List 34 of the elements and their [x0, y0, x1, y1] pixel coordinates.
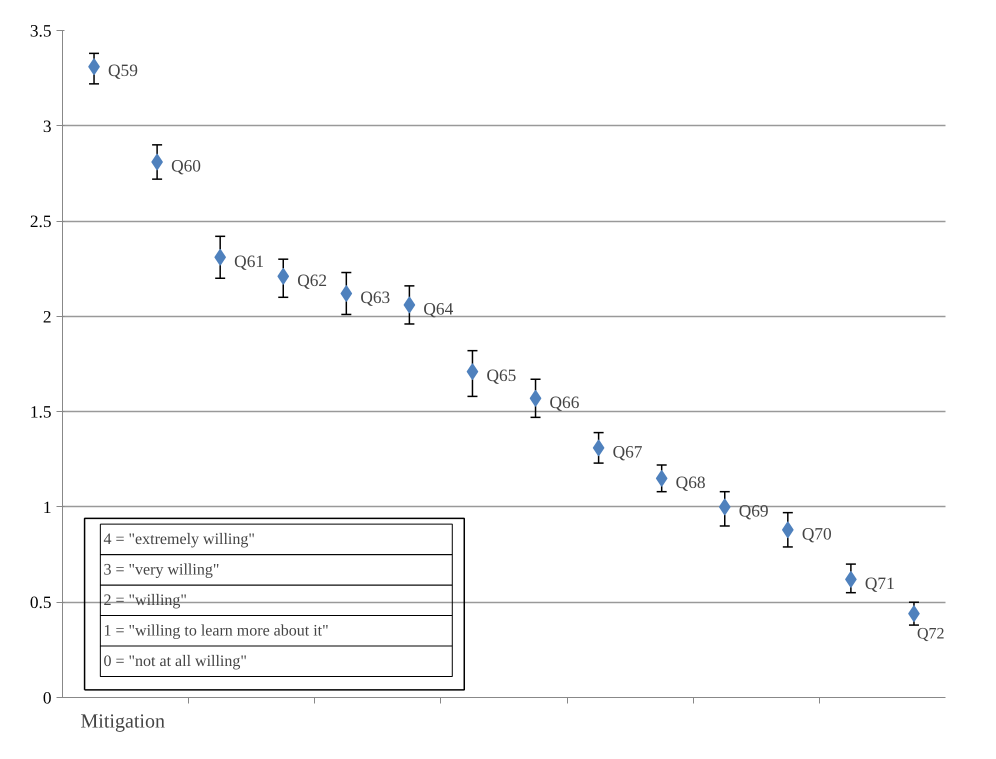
annotation: 1 = "willing to learn more about it" — [103, 622, 329, 640]
x-tick-label: Q61 — [234, 252, 264, 271]
x-tick-label: Q70 — [802, 524, 832, 544]
x-tick-label: Q62 — [297, 270, 328, 290]
point — [782, 521, 794, 538]
point — [340, 284, 352, 302]
annotation: 0 = "not at all willing" — [103, 652, 247, 670]
x-tick-label: Q63 — [360, 288, 390, 307]
x-tick-label: Q66 — [550, 392, 580, 412]
x-axis-title: Mitigation — [80, 710, 165, 732]
x-tick-label: Q60 — [171, 156, 201, 176]
y-tick-label: 3 — [42, 116, 52, 136]
y-tick-label: 0 — [42, 688, 52, 708]
point — [656, 470, 668, 487]
point — [718, 498, 731, 516]
y-tick-label: 0.5 — [30, 593, 52, 612]
y-tick-label: 1 — [42, 498, 52, 517]
x-tick-label: Q64 — [423, 299, 454, 318]
point — [277, 268, 290, 285]
x-tick-label: Q69 — [738, 501, 769, 520]
x-tick-label: Q71 — [864, 574, 895, 593]
y-tick-label: 3.5 — [30, 22, 52, 40]
point — [214, 248, 226, 266]
x-tick-label: Q67 — [612, 442, 643, 462]
y-tick-label: 2.5 — [30, 212, 52, 232]
annotation: 2 = "willing" — [103, 592, 187, 609]
x-tick-label: Q72 — [916, 626, 945, 643]
x-tick-label: Q65 — [486, 366, 516, 386]
x-tick-label: Q59 — [108, 61, 138, 80]
annotation: 3 = "very willing" — [103, 561, 220, 578]
x-tick-label: Q68 — [676, 472, 706, 492]
y-tick-label: 2 — [42, 307, 52, 326]
annotation: 4 = "extremely willing" — [103, 530, 255, 548]
y-tick-label: 1.5 — [30, 402, 52, 422]
